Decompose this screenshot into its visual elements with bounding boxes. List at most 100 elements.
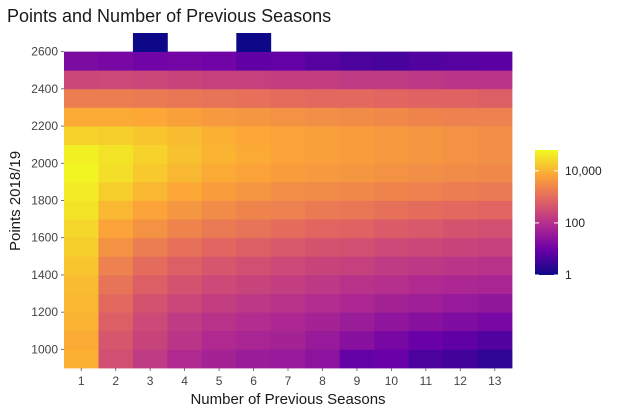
heatmap-cell bbox=[443, 349, 478, 369]
y-tick-label: 2400 bbox=[31, 82, 58, 96]
x-tick-label: 6 bbox=[250, 374, 257, 388]
chart-title: Points and Number of Previous Seasons bbox=[7, 6, 331, 26]
heatmap-cell bbox=[132, 70, 168, 90]
heatmap-cell bbox=[64, 88, 99, 108]
heatmap-cell bbox=[374, 181, 410, 201]
heatmap-cell bbox=[408, 126, 444, 146]
heatmap-cell bbox=[132, 107, 168, 127]
heatmap-cell bbox=[408, 293, 444, 313]
heatmap-cell bbox=[477, 51, 513, 71]
heatmap-cell bbox=[477, 219, 513, 239]
heatmap-cell bbox=[443, 88, 478, 108]
x-tick-label: 8 bbox=[319, 374, 326, 388]
heatmap-cell bbox=[339, 181, 375, 201]
heatmap-cell bbox=[305, 88, 341, 108]
y-axis-title: Points 2018/19 bbox=[7, 151, 24, 251]
heatmap-cell bbox=[98, 349, 134, 369]
x-axis-ticks: 1 2 3 4 5 6 7 8 9 10 11 12 13 bbox=[78, 368, 502, 388]
y-tick-label: 1000 bbox=[31, 342, 58, 356]
heatmap-cell bbox=[408, 274, 444, 294]
heatmap-cell bbox=[408, 88, 444, 108]
heatmap-cell bbox=[201, 312, 237, 332]
heatmap-cell bbox=[339, 237, 375, 257]
heatmap-cell bbox=[270, 200, 306, 220]
heatmap-cell bbox=[443, 163, 478, 183]
heatmap-cell bbox=[443, 256, 478, 276]
heatmap-cell bbox=[167, 349, 203, 369]
heatmap-cell bbox=[64, 330, 99, 350]
heatmap-cell bbox=[167, 107, 203, 127]
heatmap-cells bbox=[64, 33, 513, 369]
heatmap-cell bbox=[339, 163, 375, 183]
heatmap-cell bbox=[98, 274, 134, 294]
heatmap-cell bbox=[167, 312, 203, 332]
heatmap-cell bbox=[270, 51, 306, 71]
heatmap-cell bbox=[64, 163, 99, 183]
heatmap-cell bbox=[339, 88, 375, 108]
x-tick-label: 9 bbox=[354, 374, 361, 388]
heatmap-cell bbox=[236, 200, 272, 220]
heatmap-cell bbox=[305, 107, 341, 127]
heatmap-cell bbox=[374, 200, 410, 220]
heatmap-cell bbox=[64, 144, 99, 164]
heatmap-cell bbox=[201, 330, 237, 350]
heatmap-cell bbox=[270, 181, 306, 201]
heatmap-cell bbox=[64, 200, 99, 220]
heatmap-cell bbox=[477, 349, 513, 369]
heatmap-cell bbox=[305, 219, 341, 239]
heatmap-cell bbox=[98, 219, 134, 239]
heatmap-cell bbox=[132, 33, 168, 53]
heatmap-cell bbox=[305, 126, 341, 146]
heatmap-cell bbox=[167, 126, 203, 146]
heatmap-cell bbox=[270, 70, 306, 90]
heatmap-cell bbox=[201, 219, 237, 239]
heatmap-cell bbox=[408, 312, 444, 332]
heatmap-cell bbox=[305, 70, 341, 90]
heatmap-cell bbox=[167, 200, 203, 220]
heatmap-cell bbox=[236, 163, 272, 183]
heatmap-cell bbox=[98, 126, 134, 146]
heatmap-cell bbox=[64, 219, 99, 239]
heatmap-cell bbox=[236, 126, 272, 146]
x-tick-label: 5 bbox=[216, 374, 223, 388]
y-tick-label: 1600 bbox=[31, 231, 58, 245]
heatmap-cell bbox=[167, 330, 203, 350]
heatmap-cell bbox=[132, 126, 168, 146]
heatmap-cell bbox=[443, 70, 478, 90]
heatmap-cell bbox=[98, 51, 134, 71]
heatmap-cell bbox=[477, 181, 513, 201]
color-legend: 1 100 10,000 bbox=[535, 150, 602, 282]
heatmap-cell bbox=[98, 181, 134, 201]
heatmap-cell bbox=[443, 274, 478, 294]
heatmap-cell bbox=[374, 163, 410, 183]
heatmap-cell bbox=[201, 181, 237, 201]
legend-tick-label: 1 bbox=[565, 268, 572, 282]
heatmap-cell bbox=[201, 163, 237, 183]
heatmap-cell bbox=[236, 312, 272, 332]
heatmap-cell bbox=[408, 70, 444, 90]
heatmap-cell bbox=[339, 256, 375, 276]
heatmap-cell bbox=[443, 181, 478, 201]
heatmap-cell bbox=[64, 349, 99, 369]
heatmap-cell bbox=[201, 274, 237, 294]
legend-tick-label: 100 bbox=[565, 216, 585, 230]
heatmap-cell bbox=[201, 293, 237, 313]
heatmap-cell bbox=[443, 144, 478, 164]
heatmap-cell bbox=[236, 256, 272, 276]
heatmap-cell bbox=[98, 312, 134, 332]
heatmap-cell bbox=[443, 237, 478, 257]
heatmap-cell bbox=[64, 107, 99, 127]
heatmap-cell bbox=[201, 200, 237, 220]
x-tick-label: 11 bbox=[420, 374, 433, 388]
heatmap-cell bbox=[477, 70, 513, 90]
heatmap-cell bbox=[167, 293, 203, 313]
heatmap-cell bbox=[132, 163, 168, 183]
heatmap-cell bbox=[477, 163, 513, 183]
heatmap-cell bbox=[201, 107, 237, 127]
heatmap-cell bbox=[374, 330, 410, 350]
heatmap-cell bbox=[236, 51, 272, 71]
heatmap-cell bbox=[443, 126, 478, 146]
heatmap-cell bbox=[339, 51, 375, 71]
heatmap-cell bbox=[305, 237, 341, 257]
heatmap-cell bbox=[374, 237, 410, 257]
